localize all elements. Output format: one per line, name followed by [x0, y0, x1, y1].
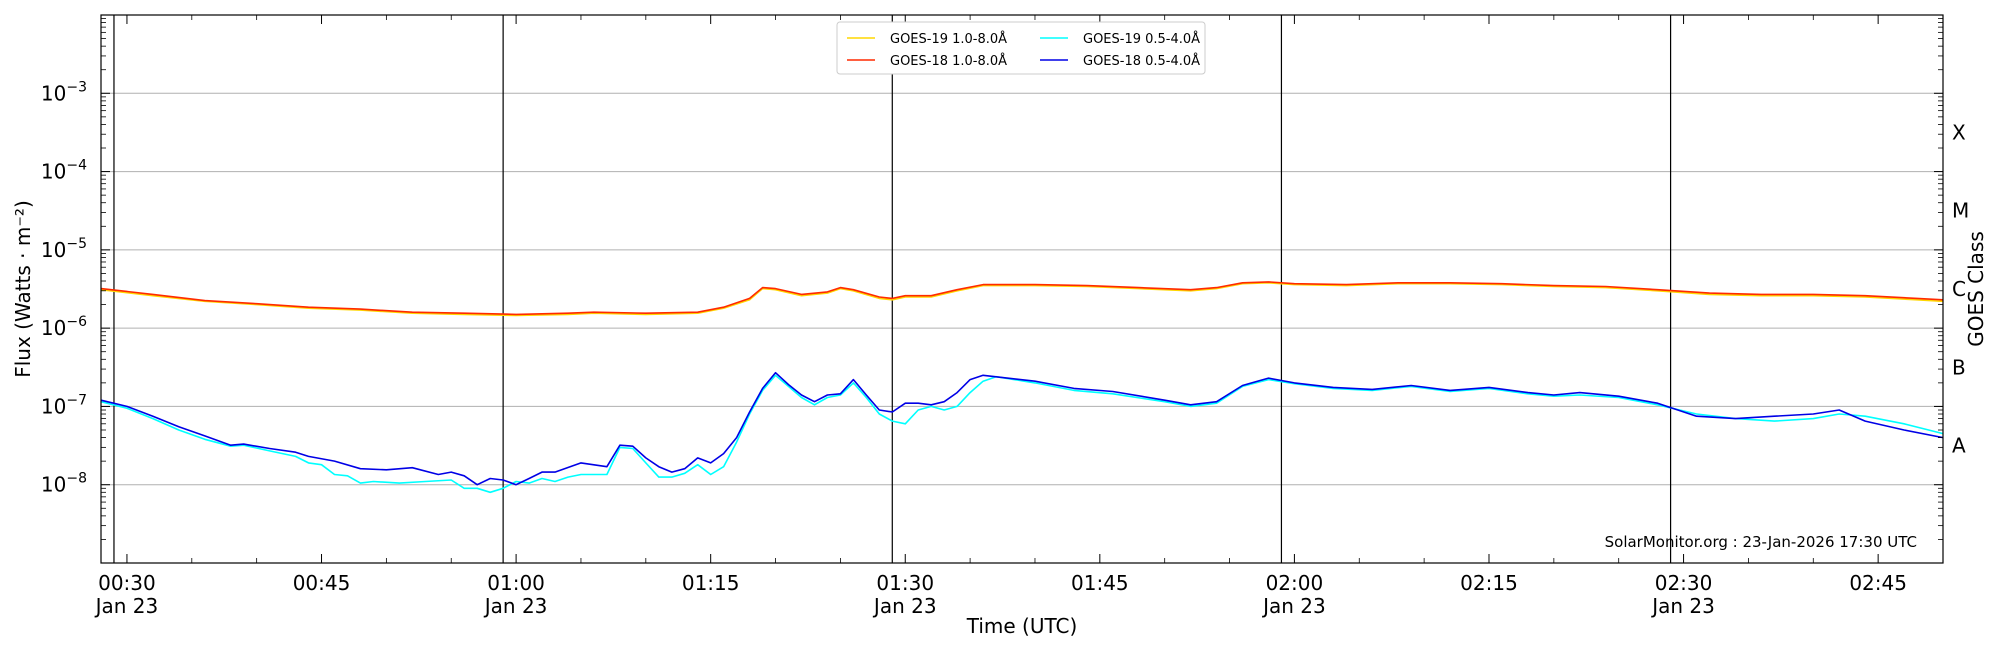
series-line-3: [100, 374, 1944, 494]
x-tick-label: 01:15: [682, 571, 740, 595]
legend-label: GOES-19 1.0-8.0Å: [890, 31, 1007, 47]
goes-class-label: A: [1952, 434, 1966, 458]
x-tick-label: 02:00: [1266, 571, 1324, 595]
x-tick-label: 02:45: [1849, 571, 1907, 595]
series-line-2: [100, 281, 1944, 316]
legend-label: GOES-18 0.5-4.0Å: [1083, 53, 1200, 69]
credit-text: SolarMonitor.org : 23-Jan-2026 17:30 UTC: [1605, 533, 1917, 551]
y-tick-label: 10−4: [41, 158, 87, 184]
goes-class-label: M: [1952, 199, 1969, 223]
goes-class-label: B: [1952, 355, 1966, 379]
x-tick-label: 00:30: [98, 571, 156, 595]
grid-layer: [101, 92, 1943, 486]
y-tick-label: 10−7: [41, 392, 87, 418]
x-tick-label: 00:45: [293, 571, 351, 595]
y-axis-label: Flux (Watts · m⁻²): [11, 200, 35, 378]
x-tick-date-label: Jan 23: [94, 594, 159, 618]
x-tick-label: 01:00: [487, 571, 545, 595]
legend-label: GOES-19 0.5-4.0Å: [1083, 31, 1200, 47]
legend: GOES-19 1.0-8.0Å GOES-18 1.0-8.0Å GOES-19 …: [836, 21, 1206, 75]
goes-class-axis-label: GOES Class: [1964, 231, 1988, 347]
plot-frame: [100, 14, 1944, 564]
series-layer: [100, 281, 1944, 494]
vertical-lines-layer: [113, 15, 1672, 563]
series-line-4: [100, 371, 1944, 486]
x-tick-date-label: Jan 23: [1261, 594, 1326, 618]
x-tick-label: 01:30: [876, 571, 934, 595]
y-tick-label: 10−3: [41, 79, 87, 105]
legend-box: [836, 21, 1206, 75]
x-axis-label: Time (UTC): [966, 614, 1078, 638]
x-tick-date-label: Jan 23: [483, 594, 548, 618]
y-tick-label: 10−5: [41, 236, 87, 262]
x-tick-label: 02:30: [1655, 571, 1713, 595]
y-tick-label: 10−6: [41, 314, 87, 340]
x-tick-label: 01:45: [1071, 571, 1129, 595]
legend-label: GOES-18 1.0-8.0Å: [890, 53, 1007, 69]
x-tick-label: 02:15: [1460, 571, 1518, 595]
goes-class-label: X: [1952, 120, 1966, 144]
goes-class-label: C: [1952, 277, 1966, 301]
series-line-1: [100, 282, 1944, 317]
x-tick-date-label: Jan 23: [872, 594, 937, 618]
x-tick-date-label: Jan 23: [1650, 594, 1715, 618]
y-tick-label: 10−8: [41, 471, 87, 497]
